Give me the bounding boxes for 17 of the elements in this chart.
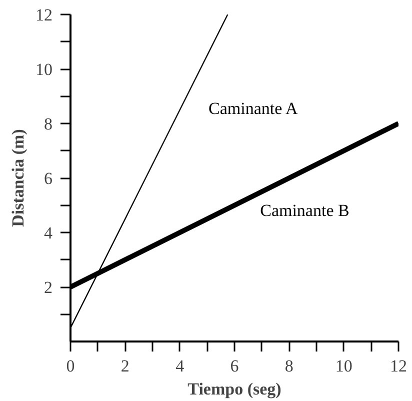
y-tick-label: 4 — [44, 224, 53, 242]
y-tick-label: 10 — [36, 60, 52, 79]
x-tick-label: 0 — [66, 356, 75, 376]
x-tick-label: 2 — [120, 356, 130, 376]
x-tick-label: 4 — [176, 356, 185, 376]
x-tick-label: 8 — [284, 356, 294, 376]
x-tick-label: 10 — [335, 356, 352, 376]
series-label: Caminante B — [260, 201, 350, 220]
series-label: Caminante A — [208, 99, 298, 118]
y-tick-label: 12 — [36, 6, 52, 24]
x-tick-label: 12 — [390, 356, 407, 376]
y-tick-label: 2 — [44, 278, 52, 297]
y-tick-label: 8 — [44, 114, 52, 134]
y-tick-label: 6 — [44, 169, 52, 188]
y-axis-title: Distancia (m) — [8, 129, 28, 227]
x-tick-label: 6 — [230, 356, 239, 376]
x-axis-title: Tiempo (seg) — [188, 380, 282, 398]
